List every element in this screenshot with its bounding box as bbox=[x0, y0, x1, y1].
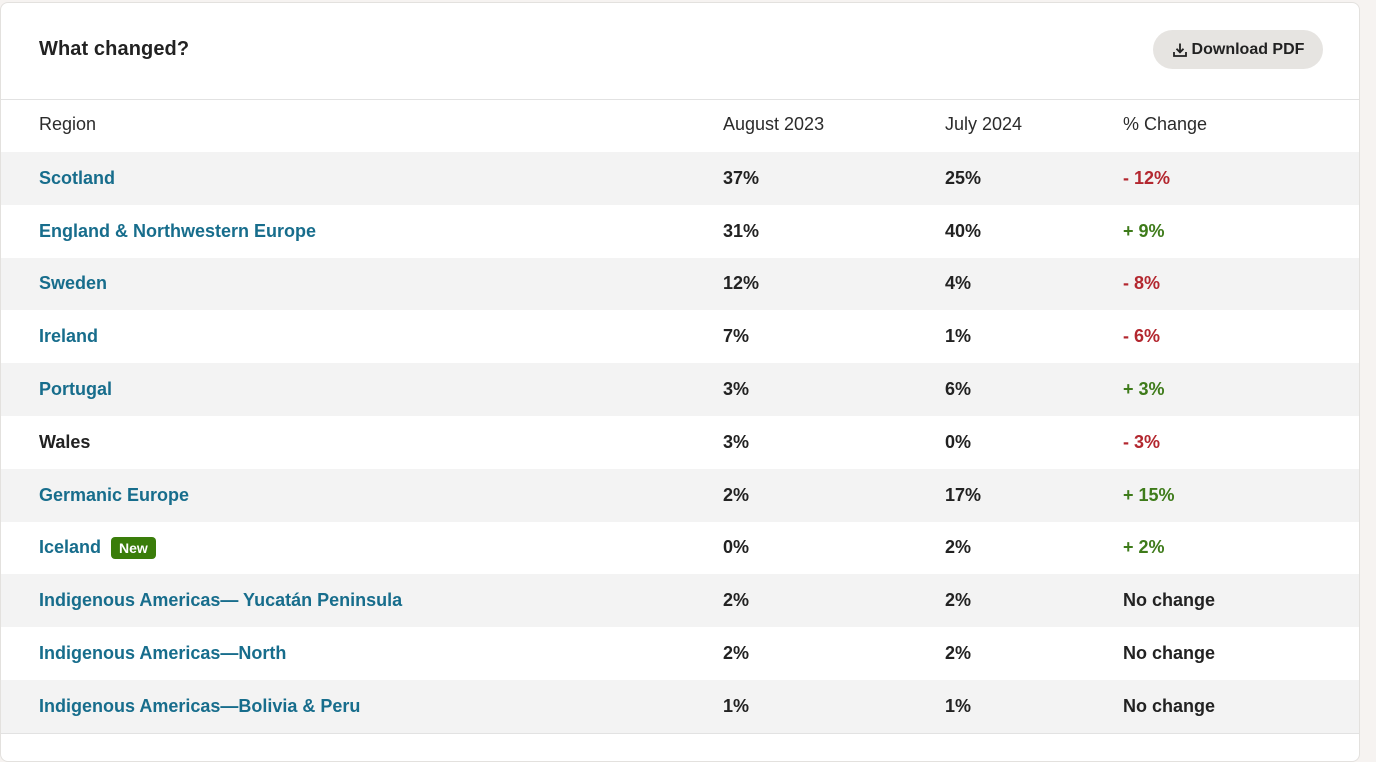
july-2024-value: 2% bbox=[945, 590, 972, 611]
percent-change-value: + 2% bbox=[1123, 537, 1165, 558]
table-row: Germanic Europe 2% 17% + 15% bbox=[1, 468, 1359, 522]
percent-change-value: + 9% bbox=[1123, 220, 1165, 241]
table-body: Scotland 37% 25% - 12% England & Northwester… bbox=[1, 152, 1359, 733]
region-link[interactable]: Ireland bbox=[39, 326, 99, 347]
july-2024-value: 40% bbox=[945, 220, 982, 241]
region-cell: Wales bbox=[39, 416, 90, 469]
july-2024-value: 1% bbox=[945, 695, 972, 716]
column-header-august-2023: August 2023 bbox=[723, 114, 825, 134]
july-2024-value: 2% bbox=[945, 537, 972, 558]
table-row: Ireland 7% 1% - 6% bbox=[1, 310, 1359, 363]
download-icon bbox=[1172, 42, 1188, 58]
table-row: Sweden 12% 4% - 8% bbox=[1, 257, 1359, 311]
region-cell: Sweden bbox=[39, 258, 107, 311]
percent-change-value: No change bbox=[1123, 643, 1216, 664]
august-2023-value: 2% bbox=[723, 643, 750, 664]
table-row: Indigenous Americas—Bolivia & Peru 1% 1% No… bbox=[1, 679, 1359, 733]
august-2023-value: 37% bbox=[723, 167, 760, 188]
region-cell: Germanic Europe bbox=[39, 469, 189, 522]
table-row: Portugal 3% 6% + 3% bbox=[1, 363, 1359, 416]
region-link[interactable]: Germanic Europe bbox=[39, 484, 190, 505]
percent-change-value: - 3% bbox=[1123, 431, 1161, 452]
region-link[interactable]: England & Northwestern Europe bbox=[39, 220, 317, 241]
july-2024-value: 2% bbox=[945, 643, 972, 664]
july-2024-value: 1% bbox=[945, 326, 972, 347]
region-cell: Indigenous Americas—North bbox=[39, 627, 286, 680]
july-2024-value: 25% bbox=[945, 167, 982, 188]
july-2024-value: 6% bbox=[945, 379, 972, 400]
percent-change-value: - 6% bbox=[1123, 326, 1161, 347]
column-header-percent-change: % Change bbox=[1123, 114, 1208, 134]
card-title: What changed? bbox=[39, 38, 190, 60]
region-cell: Scotland bbox=[39, 152, 115, 205]
july-2024-value: 4% bbox=[945, 273, 972, 294]
region-cell: Ireland bbox=[39, 310, 98, 363]
august-2023-value: 7% bbox=[723, 326, 750, 347]
region-name: Wales bbox=[39, 431, 91, 452]
table-row: Wales 3% 0% - 3% bbox=[1, 416, 1359, 469]
percent-change-value: + 3% bbox=[1123, 379, 1165, 400]
column-header-region: Region bbox=[39, 114, 97, 134]
table-row: Iceland New 0% 2% + 2% bbox=[1, 522, 1359, 575]
table-header: Region August 2023 July 2024 % Change bbox=[1, 100, 1359, 152]
july-2024-value: 17% bbox=[945, 484, 982, 505]
region-link[interactable]: Indigenous Americas—Bolivia & Peru bbox=[39, 695, 361, 716]
july-2024-value: 0% bbox=[945, 431, 972, 452]
region-link[interactable]: Sweden bbox=[39, 273, 108, 294]
percent-change-value: - 12% bbox=[1123, 167, 1171, 188]
region-link[interactable]: Portugal bbox=[39, 379, 113, 400]
card-header: What changed? Download PDF bbox=[1, 3, 1359, 100]
new-badge: New bbox=[111, 536, 156, 559]
region-link[interactable]: Indigenous Americas— Yucatán Peninsula bbox=[39, 590, 403, 611]
region-cell: Iceland New bbox=[39, 522, 156, 575]
percent-change-value: - 8% bbox=[1123, 273, 1161, 294]
table-row: Indigenous Americas—North 2% 2% No change bbox=[1, 627, 1359, 680]
column-header-july-2024: July 2024 bbox=[945, 114, 1023, 134]
region-cell: Indigenous Americas—Bolivia & Peru bbox=[39, 680, 360, 733]
august-2023-value: 3% bbox=[723, 431, 750, 452]
region-cell: Indigenous Americas— Yucatán Peninsula bbox=[39, 574, 402, 627]
table-bottom-divider bbox=[1, 732, 1359, 734]
region-cell: Portugal bbox=[39, 363, 112, 416]
download-pdf-button[interactable]: Download PDF bbox=[1153, 30, 1323, 69]
august-2023-value: 2% bbox=[723, 590, 750, 611]
august-2023-value: 3% bbox=[723, 379, 750, 400]
august-2023-value: 12% bbox=[723, 273, 760, 294]
august-2023-value: 31% bbox=[723, 220, 760, 241]
august-2023-value: 1% bbox=[723, 695, 750, 716]
region-link[interactable]: Iceland bbox=[39, 537, 102, 558]
percent-change-value: + 15% bbox=[1123, 484, 1175, 505]
august-2023-value: 0% bbox=[723, 537, 750, 558]
table-row: Scotland 37% 25% - 12% bbox=[1, 152, 1359, 205]
table-row: England & Northwestern Europe 31% 40% + 9% bbox=[1, 205, 1359, 258]
download-pdf-label: Download PDF bbox=[1191, 40, 1305, 58]
region-cell: England & Northwestern Europe bbox=[39, 205, 316, 258]
percent-change-value: No change bbox=[1123, 695, 1216, 716]
percent-change-value: No change bbox=[1123, 590, 1216, 611]
table-row: Indigenous Americas— Yucatán Peninsula 2%… bbox=[1, 574, 1359, 628]
region-link[interactable]: Indigenous Americas—North bbox=[39, 643, 287, 664]
august-2023-value: 2% bbox=[723, 484, 750, 505]
region-link[interactable]: Scotland bbox=[39, 167, 116, 188]
